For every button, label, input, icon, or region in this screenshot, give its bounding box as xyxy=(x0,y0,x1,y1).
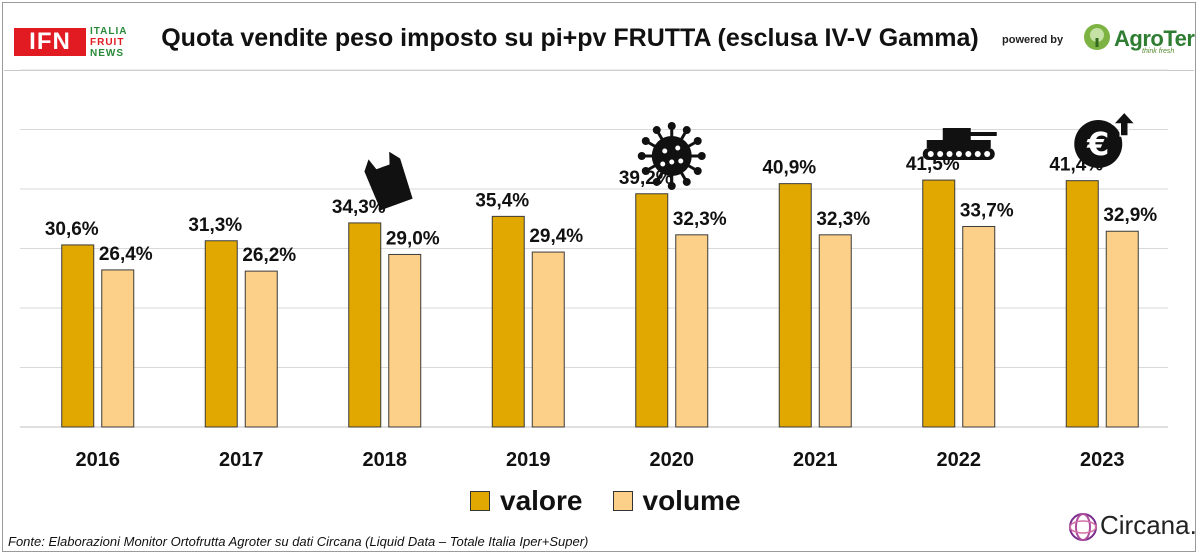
powered-by-label: powered by xyxy=(1002,34,1064,46)
euro-up-icon: € xyxy=(1074,110,1137,168)
circana-logo-name: Circana. xyxy=(1100,510,1197,540)
virus-spike-tip xyxy=(641,137,650,145)
bar-valore xyxy=(348,222,382,428)
circana-logo-icon xyxy=(1069,513,1097,541)
tank-wheel xyxy=(974,151,981,157)
data-label-volume: 29,4% xyxy=(529,226,583,247)
data-label-volume: 32,3% xyxy=(816,209,870,230)
agroter-logo-tagline: think fresh xyxy=(1142,48,1175,55)
bar-valore xyxy=(778,183,812,428)
tank-wheel xyxy=(946,151,953,157)
ifn-logo-line2: FRUIT xyxy=(90,37,125,48)
virus-dot xyxy=(669,159,675,165)
bar-volume xyxy=(962,225,996,428)
virus-icon xyxy=(637,122,706,190)
x-tick-label: 2022 xyxy=(937,449,982,471)
tank-wheel xyxy=(955,151,962,157)
bar-volume xyxy=(818,234,852,428)
virus-spike-tip xyxy=(637,152,646,160)
up-arrow xyxy=(1111,110,1137,137)
data-label-valore: 35,4% xyxy=(475,190,529,211)
bar-volume xyxy=(244,270,278,428)
x-tick-label: 2023 xyxy=(1080,449,1125,471)
legend-label-volume: volume xyxy=(642,485,741,516)
tank-part xyxy=(942,128,971,140)
virus-spike-tip xyxy=(682,126,691,135)
x-tick-label: 2020 xyxy=(650,449,695,471)
data-label-volume: 26,2% xyxy=(242,245,296,266)
bar-volume xyxy=(531,251,565,428)
ifn-logo-line3: NEWS xyxy=(90,48,124,59)
data-label-valore: 30,6% xyxy=(45,219,99,240)
data-label-volume: 32,9% xyxy=(1103,205,1157,226)
legend-item-volume: volume xyxy=(612,485,741,517)
x-tick-label: 2021 xyxy=(793,449,838,471)
data-label-valore: 31,3% xyxy=(188,215,242,236)
x-tick-label: 2017 xyxy=(219,449,264,471)
virus-spike-tip xyxy=(641,167,650,175)
bar-volume xyxy=(1105,230,1139,428)
data-label-valore: 40,9% xyxy=(762,158,816,179)
plastic-bag-icon xyxy=(364,151,413,211)
chart-title: Quota vendite peso imposto su pi+pv FRUT… xyxy=(161,24,979,52)
agroter-logo-name: AgroTer xyxy=(1114,26,1195,51)
virus-spike-tip xyxy=(693,167,702,175)
virus-body xyxy=(651,136,692,176)
data-label-valore: 34,3% xyxy=(332,197,386,218)
virus-dot xyxy=(662,148,668,154)
bar-valore xyxy=(1065,180,1099,428)
euro-coin xyxy=(1074,120,1123,168)
x-tick-label: 2018 xyxy=(363,449,408,471)
data-label-volume: 32,3% xyxy=(673,209,727,230)
x-tick-label: 2016 xyxy=(76,449,121,471)
plastic-bag-shape xyxy=(364,151,413,211)
virus-spike-tip xyxy=(652,126,661,135)
virus-dot xyxy=(678,158,684,164)
bar-valore xyxy=(204,240,238,428)
ifn-logo-text: ITALIA FRUIT NEWS xyxy=(90,26,127,59)
legend-swatch-valore xyxy=(470,491,490,511)
bar-volume xyxy=(388,253,422,428)
virus-dot xyxy=(675,145,681,151)
tank-wheel xyxy=(927,151,934,157)
tank-part xyxy=(966,132,997,136)
virus-spike-tip xyxy=(652,177,661,186)
tank-wheel xyxy=(965,151,972,157)
legend-label-valore: valore xyxy=(500,485,583,516)
bar-valore xyxy=(635,193,669,428)
data-label-volume: 26,4% xyxy=(99,244,153,265)
tank-wheel xyxy=(937,151,944,157)
virus-spike-tip xyxy=(667,182,676,190)
legend: valore volume xyxy=(470,484,771,518)
bar-volume xyxy=(675,234,709,428)
tank-icon xyxy=(922,128,997,160)
ifn-logo-box: IFN xyxy=(14,28,86,56)
tank-part xyxy=(926,140,991,148)
virus-spike-tip xyxy=(682,177,691,186)
agroter-tree-icon xyxy=(1084,24,1110,50)
bar-valore xyxy=(61,244,95,428)
euro-glyph: € xyxy=(1086,125,1109,163)
legend-item-valore: valore xyxy=(470,485,583,517)
virus-dot xyxy=(660,161,666,167)
bar-valore xyxy=(922,179,956,428)
virus-spike-tip xyxy=(693,137,702,145)
ifn-logo-line1: ITALIA xyxy=(90,26,128,37)
tank-wheel xyxy=(984,151,991,157)
legend-swatch-volume xyxy=(612,491,633,511)
data-label-volume: 33,7% xyxy=(960,200,1014,221)
virus-spike-tip xyxy=(667,122,676,130)
ifn-logo: IFN ITALIA FRUIT NEWS xyxy=(14,26,138,60)
x-tick-label: 2019 xyxy=(506,449,551,471)
data-label-volume: 29,0% xyxy=(386,228,440,249)
virus-spike-tip xyxy=(697,152,706,160)
bar-volume xyxy=(101,269,135,428)
bar-valore xyxy=(491,215,525,428)
source-note: Fonte: Elaborazioni Monitor Ortofrutta A… xyxy=(8,534,589,549)
